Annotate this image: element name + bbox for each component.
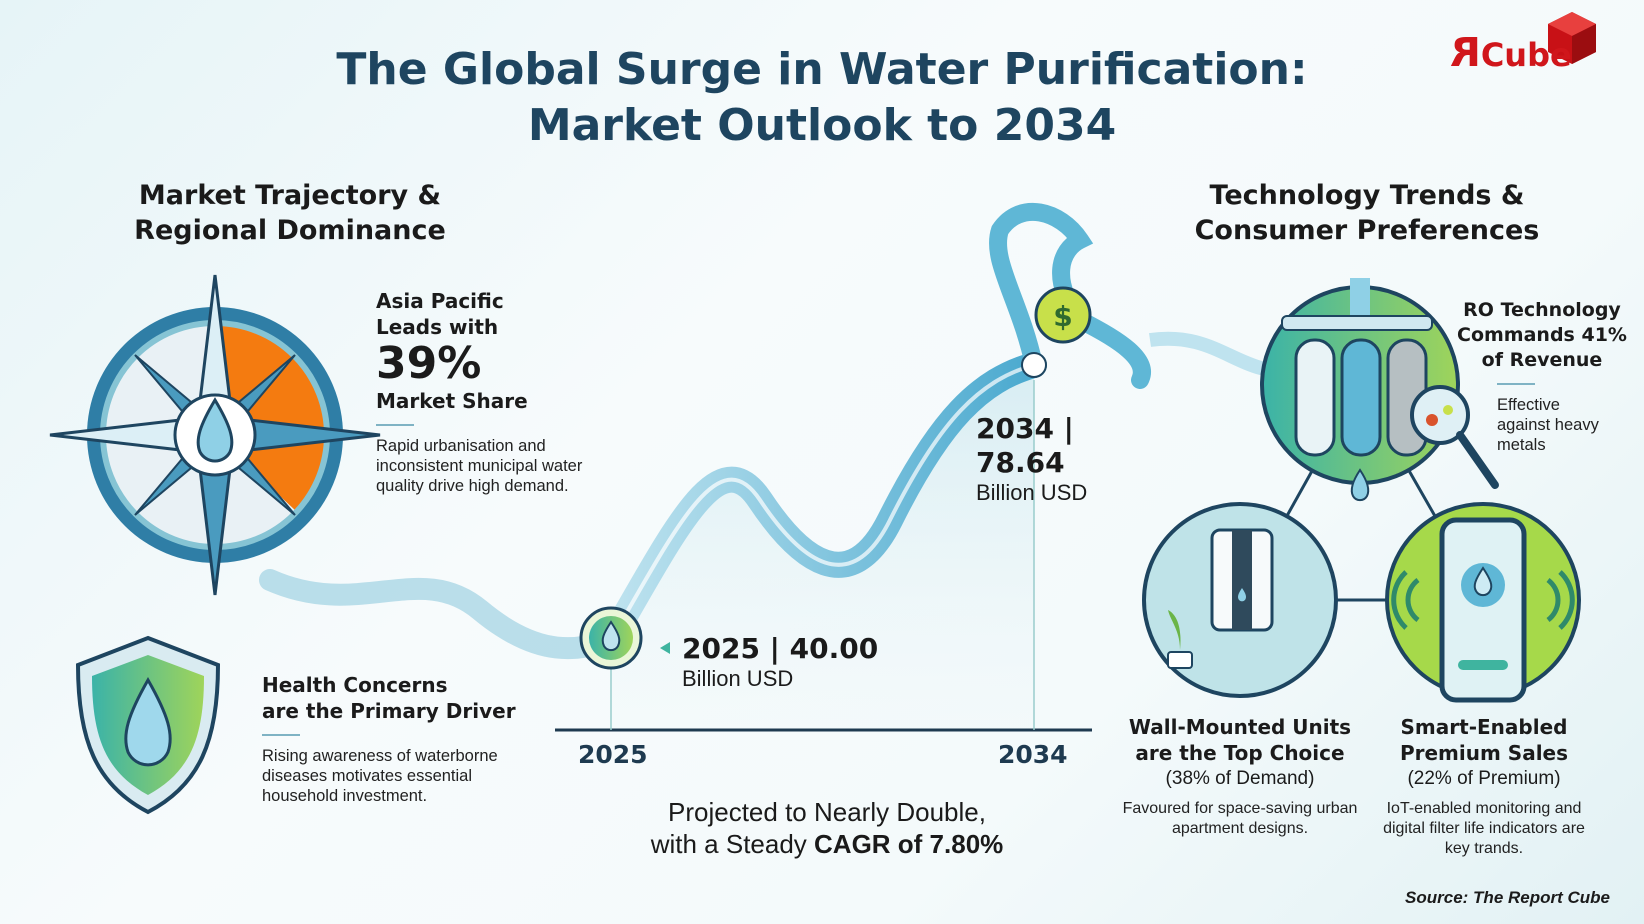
divider — [262, 734, 300, 736]
logo-cube-icon — [1548, 12, 1596, 64]
growth-caption: Projected to Nearly Double, with a Stead… — [650, 797, 1004, 859]
year-start-label: 2025 — [578, 740, 648, 769]
compass-icon — [49, 274, 381, 596]
svg-text:$: $ — [1053, 300, 1072, 333]
start-node-icon — [579, 606, 643, 670]
wall-purifier-icon — [1142, 502, 1338, 698]
year-end-label: 2034 — [998, 740, 1068, 769]
wall-block: Wall-Mounted Units are the Top Choice (3… — [1122, 715, 1358, 837]
ro-block: RO Technology Commands 41% of Revenue Ef… — [1457, 299, 1627, 454]
shield-water-icon — [75, 635, 221, 815]
water-splash — [989, 203, 1151, 389]
water-wave — [259, 569, 622, 660]
start-value-label: 2025 | 40.00 Billion USD — [682, 632, 879, 691]
smart-block: Smart-Enabled Premium Sales (22% of Prem… — [1383, 715, 1585, 857]
left-section-heading: Market Trajectory & Regional Dominance — [134, 180, 446, 246]
right-section-heading: Technology Trends & Consumer Preferences — [1194, 180, 1540, 246]
dollar-coin-icon: $ — [1034, 286, 1092, 344]
asia-share-value: 39% — [376, 338, 482, 389]
divider — [376, 424, 414, 426]
health-block: Health Concerns are the Primary Driver R… — [262, 673, 516, 805]
smart-phone-icon — [1385, 502, 1581, 703]
page-title: The Global Surge in Water Purification: … — [336, 44, 1308, 151]
ro-filter-icon — [1260, 278, 1499, 502]
source-credit: Source: The Report Cube — [1405, 888, 1610, 907]
end-value-label: 2034 | 78.64 Billion USD — [976, 412, 1088, 505]
asia-pacific-block: Asia Pacific Leads with 39% Market Share… — [376, 288, 586, 496]
end-node-icon — [1021, 352, 1047, 378]
divider — [1497, 383, 1535, 385]
logo: RCube — [1450, 30, 1572, 76]
